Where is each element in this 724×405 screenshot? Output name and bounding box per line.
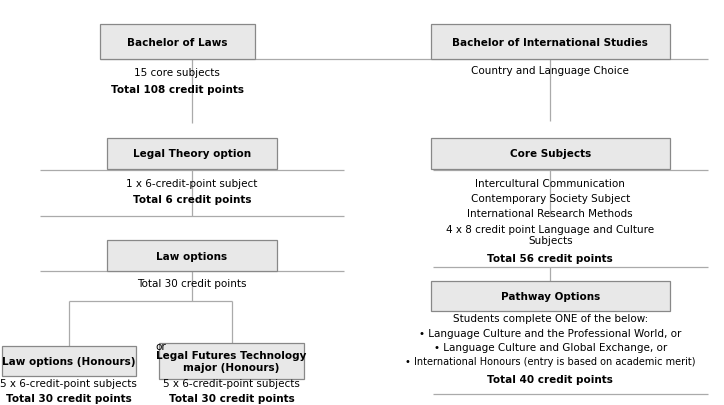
Text: 5 x 6-credit-point subjects: 5 x 6-credit-point subjects [163, 379, 300, 388]
Text: • International Honours (entry is based on academic merit): • International Honours (entry is based … [405, 356, 696, 366]
Text: Legal Futures Technology
major (Honours): Legal Futures Technology major (Honours) [156, 350, 307, 372]
FancyBboxPatch shape [107, 139, 277, 169]
Text: Pathway Options: Pathway Options [500, 292, 600, 301]
Text: Legal Theory option: Legal Theory option [132, 149, 251, 159]
Text: Law options: Law options [156, 251, 227, 261]
Text: Contemporary Society Subject: Contemporary Society Subject [471, 194, 630, 203]
Text: Total 30 credit points: Total 30 credit points [137, 279, 247, 288]
Text: Bachelor of International Studies: Bachelor of International Studies [452, 38, 648, 47]
Text: Total 30 credit points: Total 30 credit points [6, 393, 132, 403]
Text: or: or [156, 341, 166, 351]
Text: Total 40 credit points: Total 40 credit points [487, 375, 613, 384]
Text: Bachelor of Laws: Bachelor of Laws [127, 38, 227, 47]
Text: Intercultural Communication: Intercultural Communication [475, 178, 626, 188]
Text: Country and Language Choice: Country and Language Choice [471, 66, 629, 76]
Text: 1 x 6-credit-point subject: 1 x 6-credit-point subject [126, 178, 258, 188]
Text: Total 6 credit points: Total 6 credit points [132, 194, 251, 204]
Text: 15 core subjects: 15 core subjects [135, 68, 220, 78]
FancyBboxPatch shape [2, 346, 136, 377]
Text: • Language Culture and the Professional World, or: • Language Culture and the Professional … [419, 328, 681, 338]
FancyBboxPatch shape [159, 343, 304, 379]
FancyBboxPatch shape [431, 139, 670, 169]
FancyBboxPatch shape [431, 25, 670, 60]
Text: Law options (Honours): Law options (Honours) [2, 356, 135, 366]
Text: 4 x 8 credit point Language and Culture
Subjects: 4 x 8 credit point Language and Culture … [446, 224, 654, 246]
Text: 5 x 6-credit-point subjects: 5 x 6-credit-point subjects [0, 379, 138, 388]
Text: Total 30 credit points: Total 30 credit points [169, 393, 295, 403]
Text: Core Subjects: Core Subjects [510, 149, 591, 159]
Text: Students complete ONE of the below:: Students complete ONE of the below: [452, 313, 648, 323]
FancyBboxPatch shape [100, 25, 256, 60]
Text: • Language Culture and Global Exchange, or: • Language Culture and Global Exchange, … [434, 342, 667, 352]
Text: Total 108 credit points: Total 108 credit points [111, 85, 244, 95]
Text: Total 56 credit points: Total 56 credit points [487, 253, 613, 263]
FancyBboxPatch shape [431, 281, 670, 312]
Text: International Research Methods: International Research Methods [468, 209, 633, 219]
FancyBboxPatch shape [107, 241, 277, 271]
